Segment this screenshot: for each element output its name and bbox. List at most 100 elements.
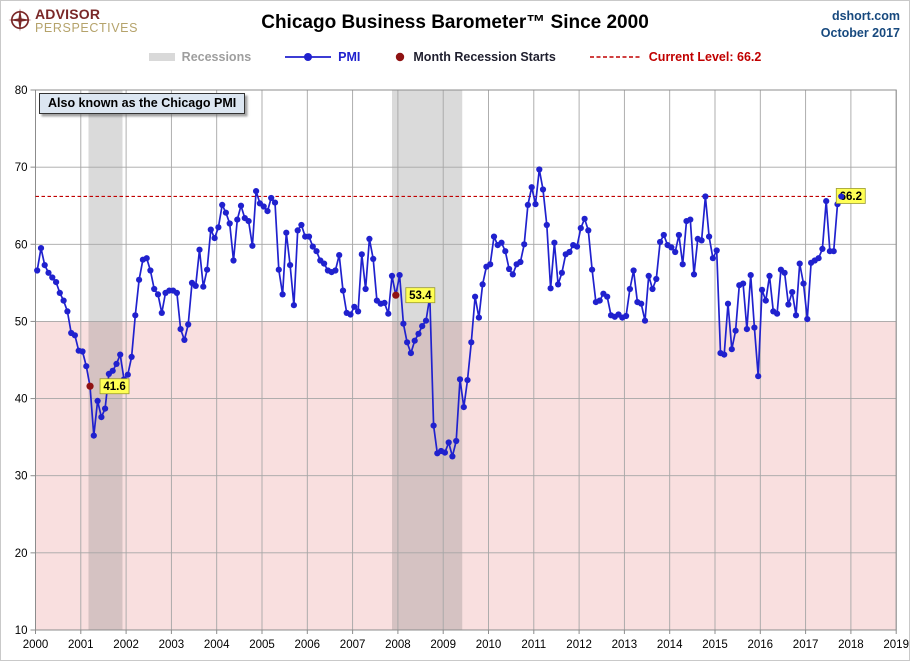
pmi-point (151, 285, 158, 293)
pmi-point (724, 300, 732, 307)
pmi-point (53, 279, 60, 286)
pmi-point (449, 453, 456, 460)
pmi-point (407, 350, 414, 357)
pmi-point (347, 311, 354, 318)
pmi-point (623, 312, 630, 320)
pmi-point (185, 321, 192, 328)
x-tick-label: 2013 (612, 639, 638, 651)
legend-marker-pmi (285, 53, 332, 61)
pmi-point (253, 188, 260, 195)
pmi-point (475, 314, 482, 321)
pmi-point (445, 439, 452, 446)
pmi-point (743, 326, 751, 333)
pmi-point (604, 293, 611, 300)
legend-marker-recessions (148, 53, 175, 61)
y-tick-label: 40 (15, 394, 28, 406)
pmi-point (56, 289, 63, 296)
pmi-point (249, 242, 256, 249)
pmi-point (789, 289, 796, 296)
legend-item-recession-start: Month Recession Starts (394, 50, 556, 64)
pmi-point (581, 215, 588, 222)
pmi-point (415, 330, 422, 337)
pmi-point (706, 233, 713, 240)
pmi-point (411, 337, 418, 344)
pmi-point (124, 371, 131, 378)
source-site: dshort.com (831, 9, 900, 23)
legend-marker-current-level (589, 56, 642, 58)
legend-item-pmi: PMI (285, 50, 360, 64)
pmi-point (626, 285, 634, 293)
pmi-point (441, 449, 448, 456)
pmi-point (260, 203, 267, 210)
pmi-point (521, 241, 528, 248)
x-tick-label: 2009 (430, 639, 456, 651)
recession-start-point (392, 291, 400, 299)
pmi-point (339, 287, 347, 294)
pmi-point (766, 272, 773, 279)
y-tick-label: 50 (15, 316, 28, 328)
pmi-point (215, 224, 222, 231)
x-tick-label: 2010 (476, 639, 502, 651)
pmi-point (728, 346, 735, 353)
x-tick-label: 2017 (793, 639, 819, 651)
pmi-point (309, 243, 316, 250)
pmi-point (234, 216, 241, 223)
y-tick-label: 30 (15, 471, 28, 483)
pmi-point (690, 271, 698, 278)
pmi-point (358, 251, 365, 258)
pmi-point (524, 201, 532, 208)
pmi-point (396, 272, 403, 279)
pmi-point (774, 310, 781, 317)
pmi-point (698, 237, 705, 244)
pmi-point (41, 262, 48, 269)
pmi-point (679, 261, 686, 268)
pmi-point (109, 367, 116, 374)
pmi-point (321, 260, 328, 267)
pmi-point (815, 255, 822, 262)
pmi-point (751, 324, 758, 331)
pmi-point (279, 291, 286, 298)
pmi-point (758, 286, 766, 293)
pmi-point (83, 363, 90, 370)
pmi-point (732, 327, 739, 334)
pmi-point (177, 326, 184, 333)
pmi-point (645, 272, 652, 279)
x-tick-label: 2003 (159, 639, 185, 651)
pmi-point (479, 281, 486, 288)
pmi-point (113, 360, 120, 367)
pmi-point (400, 320, 407, 327)
x-tick-label: 2014 (657, 639, 683, 651)
pmi-point (490, 233, 498, 240)
recession-band-1 (392, 90, 463, 630)
pmi-point (381, 299, 388, 306)
pmi-point (517, 258, 524, 266)
x-tick-label: 2016 (748, 639, 774, 651)
pmi-point (313, 248, 320, 255)
pmi-point (456, 376, 464, 383)
plot-frame (35, 89, 897, 631)
pmi-point (132, 312, 139, 319)
pmi-point (385, 310, 392, 317)
x-tick-label: 2018 (838, 639, 864, 651)
pmi-point (555, 281, 562, 288)
pmi-point (147, 267, 154, 274)
chart-legend: Recessions PMI Month Recession Starts Curre… (0, 50, 910, 64)
pmi-point (819, 245, 826, 252)
pmi-point (49, 274, 56, 281)
pmi-point (543, 221, 550, 229)
pmi-point (79, 348, 86, 355)
x-tick-label: 2000 (23, 639, 49, 651)
pmi-point (796, 260, 803, 267)
y-tick-label: 70 (15, 162, 28, 174)
pmi-point (830, 248, 837, 255)
legend-label-pmi: PMI (338, 50, 361, 64)
pmi-point (332, 267, 339, 274)
pmi-point (355, 308, 362, 315)
legend-label-recessions: Recessions (181, 50, 252, 64)
pmi-point (536, 166, 543, 173)
pmi-point (336, 252, 343, 259)
pmi-point (585, 227, 592, 234)
pmi-point (740, 280, 747, 287)
pmi-point (468, 339, 475, 346)
